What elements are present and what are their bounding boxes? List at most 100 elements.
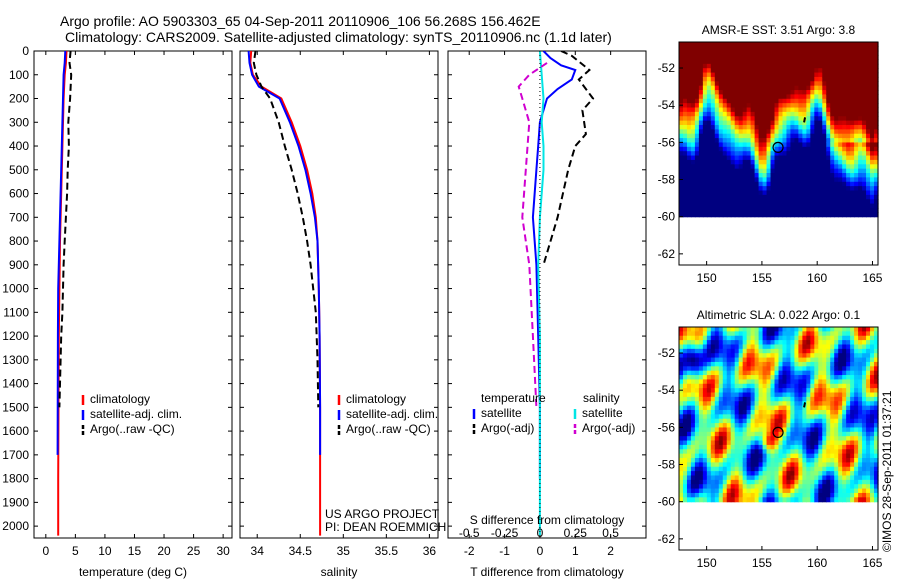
- map-cell: [838, 94, 843, 100]
- map-cell: [838, 366, 843, 372]
- map-cell: [746, 479, 752, 485]
- map-cell: [870, 42, 875, 47]
- map-cell: [850, 63, 855, 69]
- map-cell: [834, 335, 839, 341]
- map-cell: [862, 458, 867, 463]
- map-cell: [774, 116, 780, 122]
- map-cell: [834, 190, 839, 196]
- map-cell: [730, 383, 736, 389]
- map-cell: [826, 207, 831, 213]
- map-cell: [806, 76, 811, 82]
- map-cell: [706, 159, 712, 165]
- map-cell: [742, 462, 748, 468]
- map-cell: [794, 85, 799, 91]
- map-cell: [734, 85, 740, 91]
- map-cell: [774, 427, 780, 433]
- map-cell: [866, 423, 871, 429]
- map-cell: [870, 107, 875, 113]
- map-cell: [718, 423, 724, 429]
- map-cell: [798, 475, 803, 481]
- map-cell: [810, 46, 815, 52]
- map-cell: [842, 177, 847, 183]
- map-cell: [734, 462, 740, 468]
- map-cell: [786, 55, 792, 61]
- map-cell: [718, 116, 724, 122]
- map-cell: [694, 418, 700, 424]
- map-cell: [722, 190, 728, 196]
- map-cell: [802, 85, 807, 91]
- map-cell: [854, 444, 859, 450]
- map-cell: [806, 375, 811, 381]
- map-cell: [690, 59, 696, 65]
- map-cell: [682, 348, 688, 354]
- map-cell: [706, 449, 712, 455]
- map-cell: [686, 103, 692, 109]
- map-cell: [810, 475, 815, 481]
- map-cell: [754, 151, 760, 157]
- map-cell: [818, 177, 823, 183]
- map-cell: [754, 85, 760, 91]
- map-cell: [782, 59, 788, 65]
- map-cell: [782, 159, 788, 165]
- map-cell: [750, 344, 756, 350]
- map-cell: [722, 129, 728, 135]
- map-cell: [778, 203, 784, 209]
- map-cell: [738, 85, 744, 91]
- map-cell: [874, 129, 879, 135]
- map-cell: [726, 138, 732, 144]
- map-cell: [734, 138, 740, 144]
- map-cell: [714, 85, 720, 91]
- map-cell: [679, 379, 684, 385]
- map-cell: [790, 133, 796, 139]
- map-cell: [830, 458, 835, 463]
- map-y-tick-label: -62: [658, 532, 676, 546]
- map-cell: [794, 361, 799, 367]
- map-cell: [746, 98, 752, 104]
- map-cell: [714, 207, 720, 213]
- map-cell: [734, 207, 740, 213]
- map-cell: [738, 453, 744, 459]
- map-cell: [826, 85, 831, 91]
- map-cell: [714, 427, 720, 433]
- map-cell: [702, 370, 708, 376]
- map-cell: [686, 379, 692, 385]
- map-cell: [830, 81, 835, 87]
- map-cell: [786, 72, 792, 78]
- map-cell: [706, 107, 712, 113]
- map-cell: [842, 81, 847, 87]
- map-cell: [758, 405, 764, 411]
- map-cell: [834, 76, 839, 82]
- map-cell: [806, 68, 811, 74]
- map-cell: [738, 340, 744, 346]
- map-cell: [786, 344, 792, 350]
- map-cell: [782, 111, 788, 117]
- map-cell: [762, 392, 768, 398]
- map-cell: [754, 203, 760, 209]
- map-cell: [778, 383, 784, 389]
- map-cell: [682, 431, 688, 437]
- map-cell: [818, 492, 823, 498]
- map-cell: [838, 370, 843, 376]
- map-cell: [802, 392, 807, 398]
- map-cell: [842, 181, 847, 187]
- map-cell: [734, 116, 740, 122]
- map-cell: [794, 207, 799, 213]
- map-cell: [694, 366, 700, 372]
- map-cell: [874, 383, 879, 389]
- map-cell: [722, 444, 728, 450]
- map-cell: [874, 164, 879, 170]
- map-cell: [866, 327, 871, 332]
- map-cell: [858, 129, 863, 135]
- map-cell: [802, 440, 807, 446]
- map-cell: [854, 90, 859, 96]
- map-cell: [866, 340, 871, 346]
- map-cell: [682, 340, 688, 346]
- map-cell: [714, 155, 720, 161]
- map-cell: [734, 327, 740, 332]
- map-cell: [778, 331, 784, 337]
- map-cell: [774, 146, 780, 152]
- map-cell: [794, 488, 799, 494]
- map-cell: [742, 76, 748, 82]
- map-cell: [802, 159, 807, 165]
- map-cell: [718, 68, 724, 74]
